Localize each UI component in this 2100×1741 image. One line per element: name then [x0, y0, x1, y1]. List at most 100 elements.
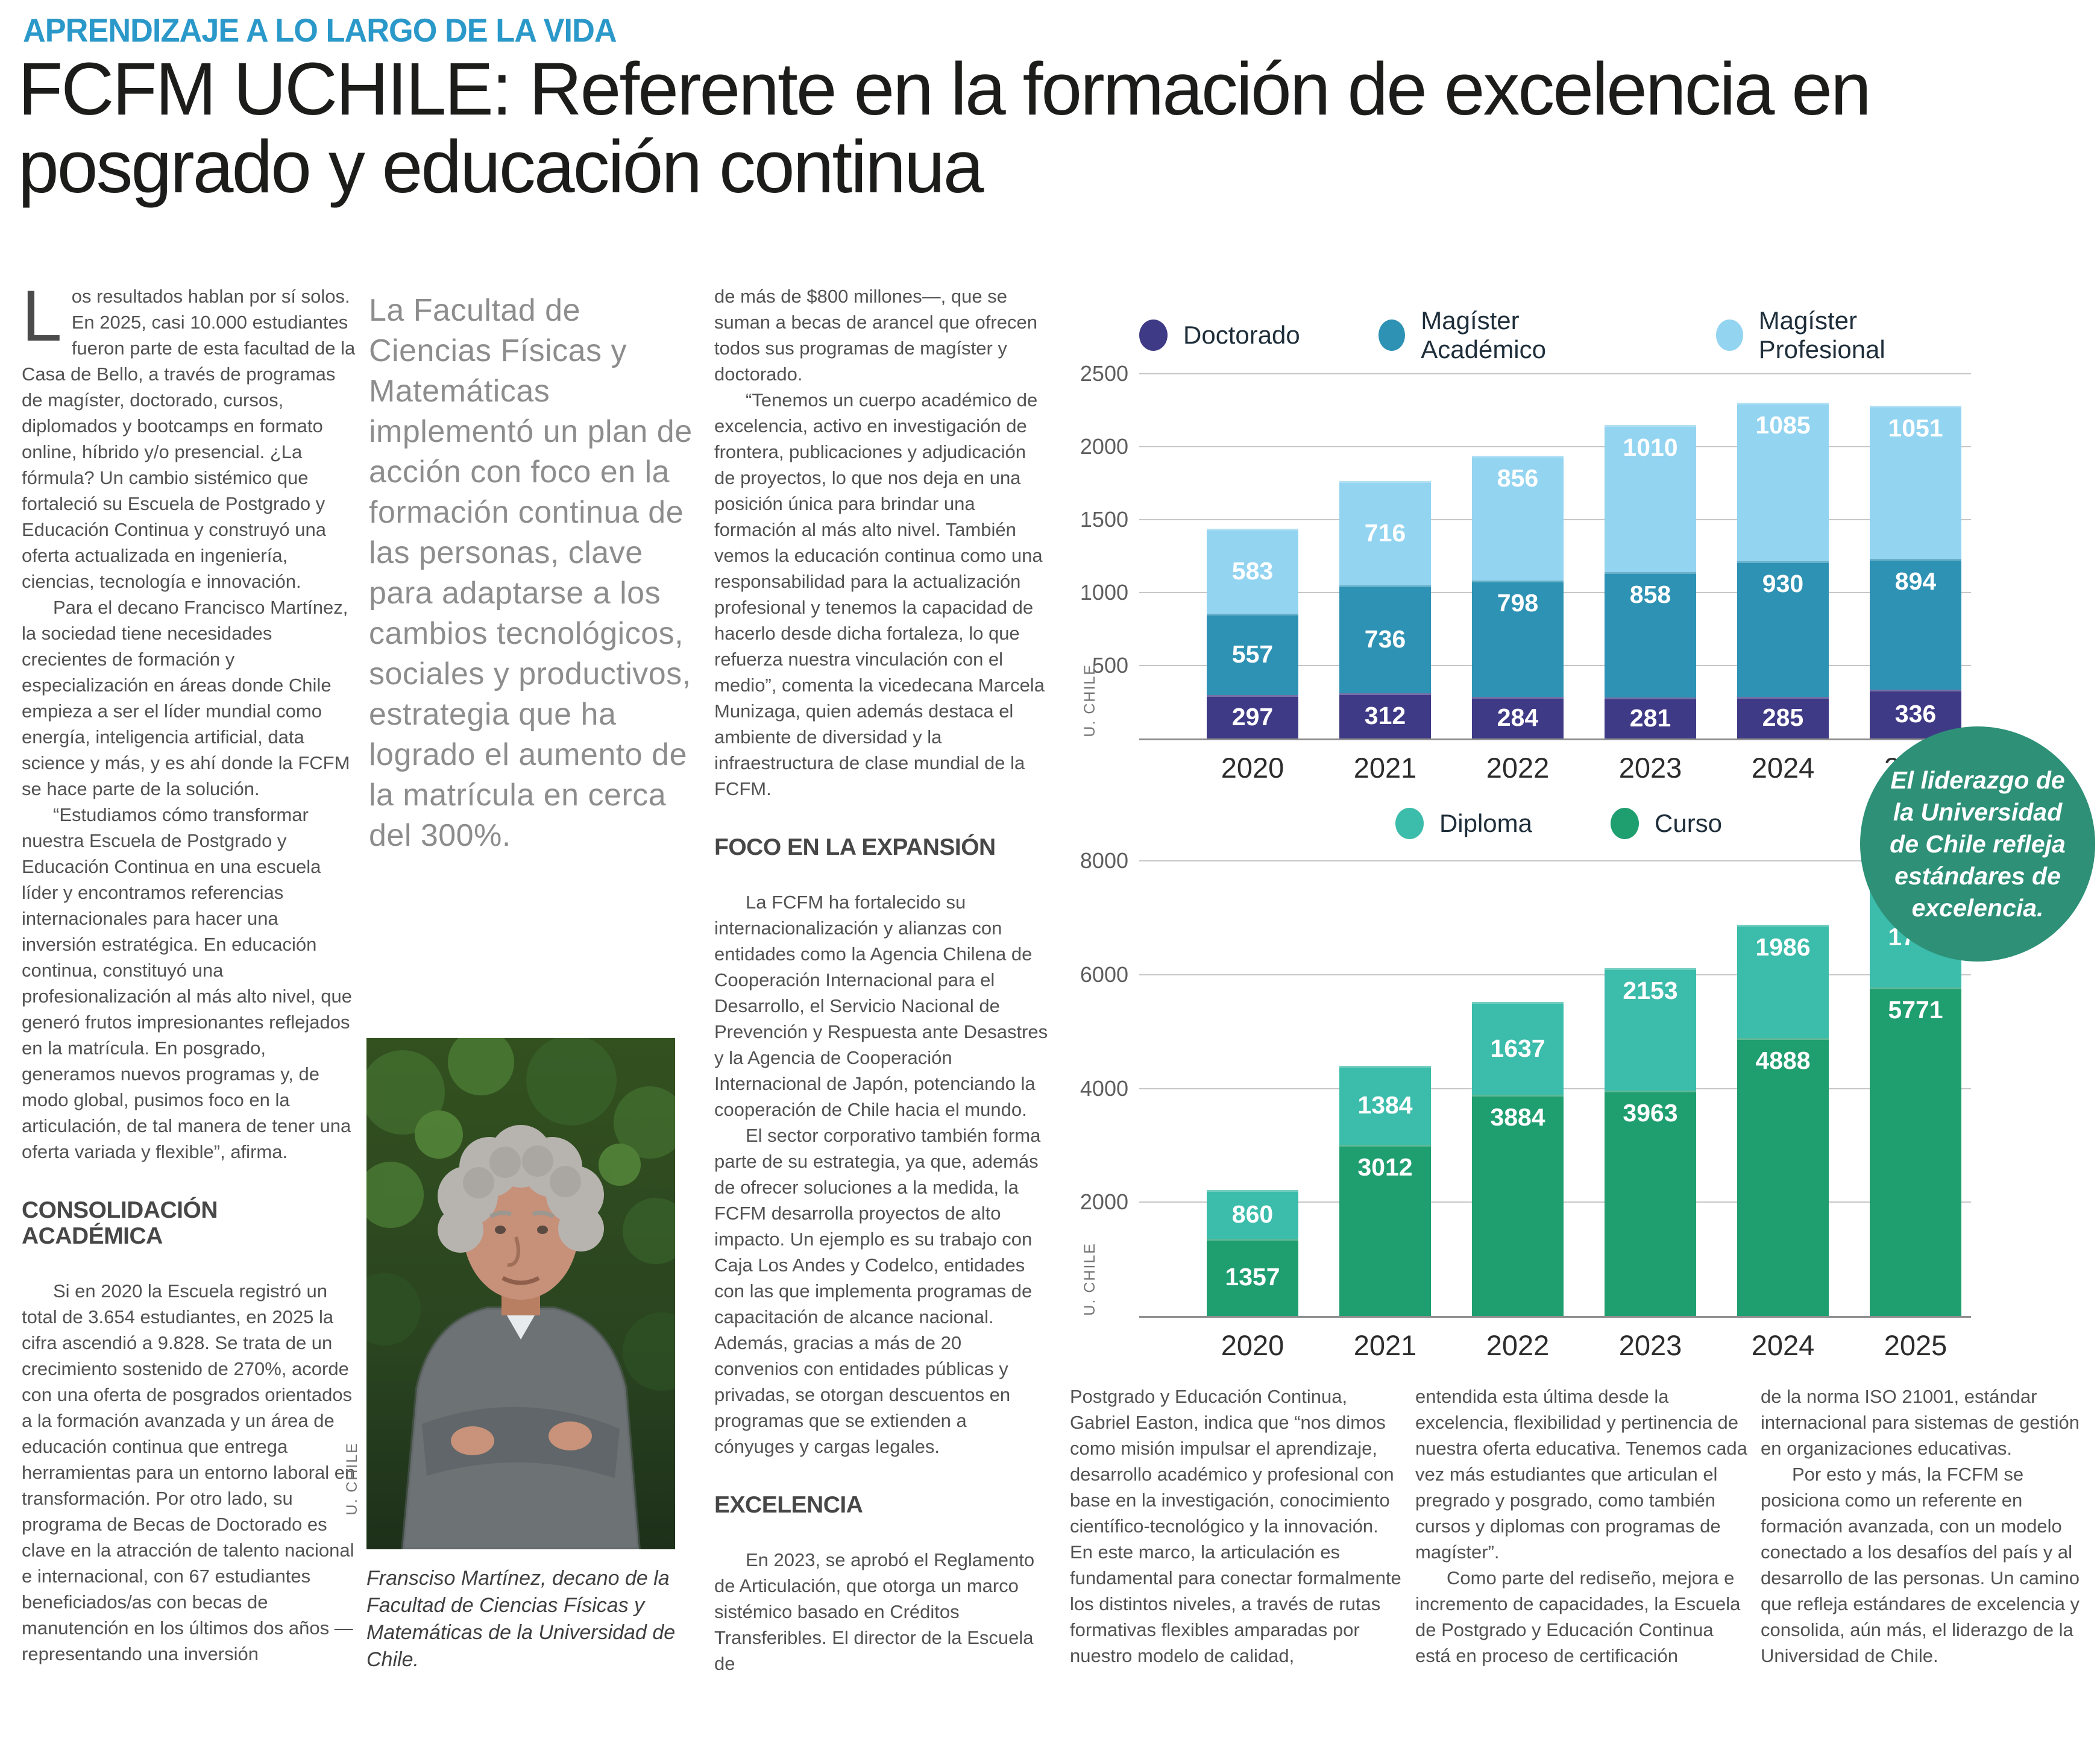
- legend-label: Diploma: [1439, 809, 1532, 837]
- legend-label: Curso: [1655, 809, 1723, 837]
- x-axis-tick-label: 2021: [1353, 752, 1417, 784]
- x-axis-tick-label: 2022: [1486, 1329, 1550, 1361]
- bar-value-label: 583: [1231, 557, 1274, 585]
- bar-value-label: 798: [1497, 589, 1539, 617]
- x-axis-tick-label: 2022: [1486, 752, 1550, 784]
- x-axis-tick-label: 2025: [1884, 1329, 1948, 1361]
- bar-value-label: 284: [1497, 704, 1539, 732]
- x-axis-tick-label: 2024: [1751, 752, 1815, 784]
- chart-plot-area: 297 557 583 312 736 716 284 798 856 281 858 1010 285…: [1080, 361, 1971, 740]
- stacked-bar: 1357 860: [1207, 1189, 1298, 1316]
- paragraph: “Tenemos un cuerpo académico de excelenc…: [714, 389, 1045, 799]
- bar-value-label: 894: [1894, 567, 1937, 596]
- highlight-badge: El liderazgo de la Universidad de Chile …: [1860, 726, 2095, 962]
- stacked-bar: 281 858 1010: [1605, 424, 1696, 738]
- gridline: [1139, 974, 1971, 975]
- stacked-bar: 336 894 1051: [1870, 406, 1961, 738]
- bar-value-label: 858: [1629, 581, 1671, 609]
- legend-item: Magíster Profesional: [1716, 306, 1978, 364]
- paragraph: Como parte del rediseño, mejora e increm…: [1415, 1567, 1741, 1666]
- paragraph: Por esto y más, la FCFM se posiciona com…: [1761, 1464, 2080, 1666]
- section-heading: CONSOLIDACIÓN ACADÉMICA: [22, 1197, 218, 1249]
- y-axis-tick-label: 8000: [1080, 848, 1128, 873]
- legend-label: Magíster Académico: [1421, 306, 1546, 364]
- paragraph: Para el decano Francisco Martínez, la so…: [22, 597, 350, 799]
- bar-segment: 297: [1207, 695, 1298, 738]
- bar-segment: 3884: [1472, 1095, 1564, 1316]
- bar-segment: 312: [1339, 693, 1431, 738]
- bar-value-label: 2153: [1623, 976, 1678, 1004]
- bar-segment: 860: [1207, 1189, 1298, 1239]
- legend-swatch-icon: [1716, 320, 1743, 351]
- chart-legend: Diploma Curso: [1139, 807, 1978, 840]
- bar-segment: 281: [1605, 697, 1696, 738]
- y-axis-tick-label: 2500: [1080, 361, 1128, 386]
- bar-segment: 5771: [1870, 987, 1961, 1316]
- educacion-continua-chart: Diploma Curso 1357 860 3012 1384 3884 1637 3963…: [1079, 807, 1978, 1373]
- bar-segment: 1010: [1605, 424, 1696, 573]
- bar-value-label: 336: [1894, 699, 1937, 728]
- chart-legend: Doctorado Magíster Académico Magíster Prof…: [1139, 306, 1978, 364]
- chart-bars: 1357 860 3012 1384 3884 1637 3963 2153 4888 1986 5…: [1139, 861, 1971, 1316]
- bar-value-label: 4888: [1755, 1046, 1811, 1074]
- article-column-5: entendida esta última desde la excelenci…: [1415, 1384, 1748, 1669]
- bar-segment: 856: [1472, 456, 1564, 581]
- legend-label: Magíster Profesional: [1758, 306, 1885, 364]
- stacked-bar: 312 736 716: [1339, 481, 1431, 738]
- x-axis-tick-label: 2020: [1221, 752, 1284, 784]
- bar-value-label: 557: [1231, 640, 1274, 669]
- legend-swatch-icon: [1378, 320, 1406, 351]
- bar-value-label: 3884: [1490, 1103, 1545, 1132]
- bar-segment: 716: [1339, 481, 1431, 586]
- postgrado-enrollment-chart: Doctorado Magíster Académico Magíster Prof…: [1079, 306, 1978, 795]
- bar-value-label: 1637: [1490, 1034, 1545, 1062]
- legend-item: Diploma: [1395, 808, 1532, 839]
- chart-x-axis: 2020 2021 2022 2023 2024 2025: [1207, 1329, 1978, 1362]
- decano-portrait: [366, 1038, 675, 1549]
- x-axis-tick-label: 2020: [1221, 1329, 1284, 1361]
- paragraph: de más de $800 millones—, que se suman a…: [714, 286, 1037, 385]
- chart-credit: U. CHILE: [1081, 664, 1098, 737]
- stacked-bar: 4888 1986: [1737, 925, 1829, 1316]
- headline: FCFM UCHILE: Referente en la formación d…: [18, 48, 1872, 209]
- x-axis-tick-label: 2023: [1618, 1329, 1682, 1361]
- bar-value-label: 860: [1231, 1200, 1274, 1228]
- bar-value-label: 285: [1762, 704, 1804, 732]
- paragraph: La FCFM ha fortalecido su internacionali…: [714, 892, 1048, 1120]
- y-axis-tick-label: 1000: [1080, 580, 1128, 605]
- legend-item: Doctorado: [1139, 320, 1300, 351]
- bar-value-label: 1010: [1623, 433, 1678, 461]
- bar-value-label: 1986: [1755, 933, 1811, 962]
- legend-item: Magíster Académico: [1378, 306, 1638, 364]
- bar-value-label: 1357: [1225, 1263, 1280, 1291]
- paragraph: “Estudiamos cómo transformar nuestra Esc…: [22, 804, 352, 1162]
- bar-value-label: 716: [1364, 519, 1406, 547]
- bar-value-label: 3012: [1357, 1153, 1413, 1181]
- bar-segment: 583: [1207, 529, 1298, 614]
- y-axis-tick-label: 2000: [1080, 434, 1128, 459]
- y-axis-tick-label: 1500: [1080, 507, 1128, 532]
- bar-segment: 1384: [1339, 1066, 1431, 1145]
- paragraph: Postgrado y Educación Continua, Gabriel …: [1070, 1386, 1401, 1666]
- section-heading: FOCO EN LA EXPANSIÓN: [714, 834, 996, 860]
- article-column-3: de más de $800 millones—, que se suman a…: [714, 283, 1049, 1676]
- bar-segment: 1357: [1207, 1238, 1298, 1316]
- bar-segment: 1986: [1737, 925, 1829, 1038]
- bar-segment: 284: [1472, 697, 1564, 738]
- bar-value-label: 3963: [1623, 1099, 1678, 1127]
- badge-text: El liderazgo de la Universidad de Chile …: [1890, 766, 2066, 922]
- bar-segment: 557: [1207, 614, 1298, 696]
- bar-segment: 858: [1605, 572, 1696, 697]
- section-heading: EXCELENCIA: [714, 1492, 863, 1518]
- bar-value-label: 5771: [1888, 996, 1943, 1024]
- chart-bars: 297 557 583 312 736 716 284 798 856 281 858 1010 285…: [1139, 374, 1971, 738]
- bar-segment: 1051: [1870, 406, 1961, 559]
- bar-segment: 1637: [1472, 1001, 1564, 1095]
- chart-plot-area: 1357 860 3012 1384 3884 1637 3963 2153 4888 1986 5…: [1080, 848, 1971, 1318]
- bar-segment: 1085: [1737, 403, 1829, 561]
- decano-photo-figure: U. CHILE: [344, 1038, 675, 1673]
- bar-value-label: 281: [1629, 704, 1671, 732]
